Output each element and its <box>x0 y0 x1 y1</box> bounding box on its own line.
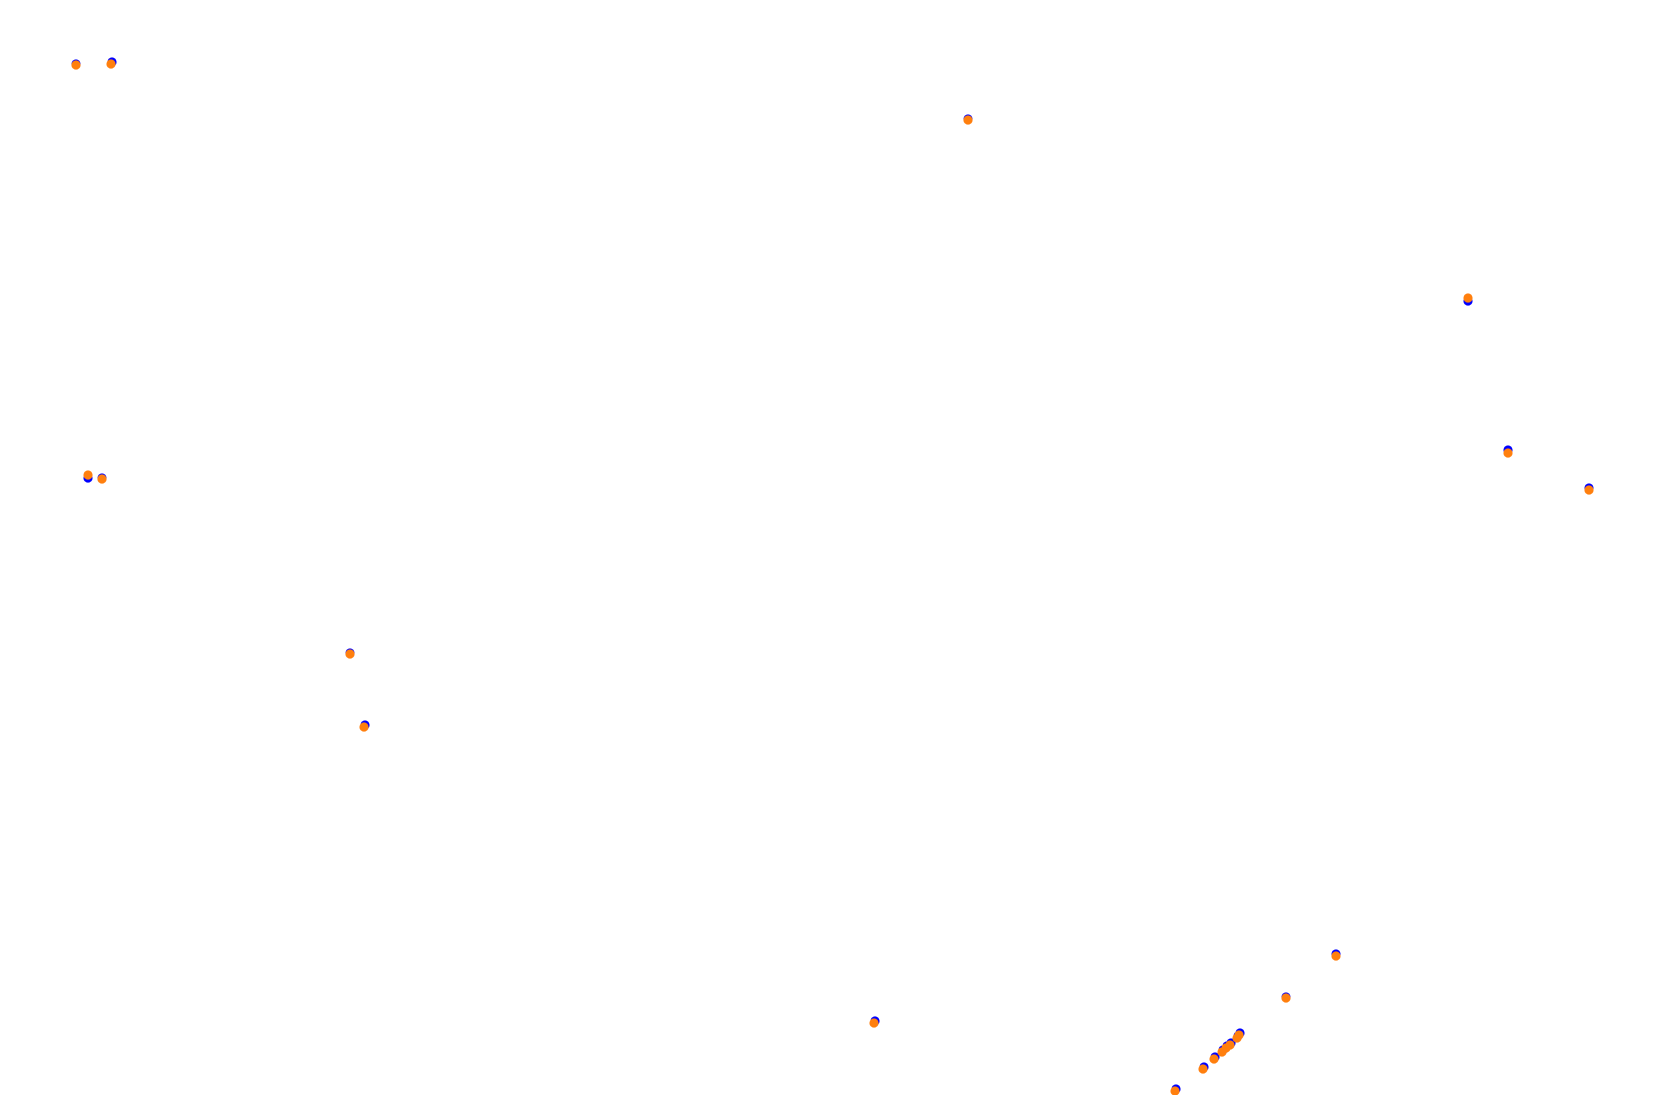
data-point-1-19 <box>1503 448 1513 458</box>
data-point-1-15 <box>71 60 81 70</box>
data-point-1-14 <box>97 474 107 484</box>
data-point-1-8 <box>1281 993 1291 1003</box>
data-point-1-5 <box>1225 1040 1235 1050</box>
data-point-1-10 <box>869 1018 879 1028</box>
data-point-1-9 <box>1331 951 1341 961</box>
series-0 <box>71 57 1594 1094</box>
data-point-1-20 <box>1584 485 1594 495</box>
series-1 <box>71 59 1594 1095</box>
data-point-1-11 <box>359 722 369 732</box>
data-point-1-7 <box>1234 1030 1244 1040</box>
data-point-1-2 <box>1209 1054 1219 1064</box>
data-point-1-1 <box>1198 1064 1208 1074</box>
data-point-1-18 <box>1463 293 1473 303</box>
data-point-1-16 <box>106 59 116 69</box>
data-point-1-17 <box>963 115 973 125</box>
data-point-1-0 <box>1170 1086 1180 1095</box>
data-point-1-13 <box>83 470 93 480</box>
data-point-1-12 <box>345 649 355 659</box>
